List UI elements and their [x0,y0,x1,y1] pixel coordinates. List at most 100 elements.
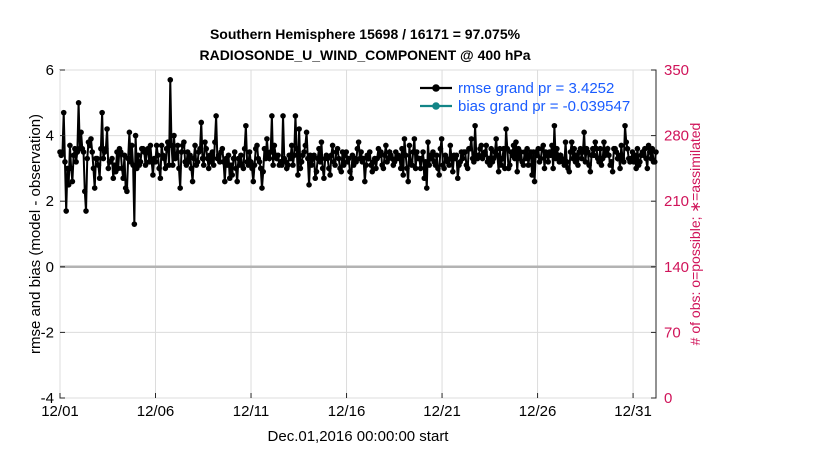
series-point-0-111 [194,159,201,165]
series-point-0-56 [126,129,133,136]
series-point-0-25 [88,136,94,142]
series-point-0-291 [417,165,424,172]
series-point-0-292 [419,155,425,162]
series-point-0-439 [601,139,607,145]
series-point-0-338 [476,152,482,159]
series-point-0-3 [60,109,67,116]
x-tick-label-4: 12/21 [423,403,461,420]
series-point-0-335 [472,122,478,129]
series-point-0-13 [73,159,79,165]
series-point-0-278 [401,136,408,142]
series-point-0-241 [355,139,362,145]
series-point-0-315 [447,142,454,149]
series-point-0-348 [488,145,495,152]
series-point-0-263 [383,142,389,149]
series-point-0-310 [441,165,447,172]
series-point-0-360 [503,126,509,132]
series-point-0-321 [454,175,461,182]
series-point-0-106 [188,165,195,172]
series-point-0-220 [329,142,336,149]
series-point-0-457 [623,139,630,145]
series-point-0-377 [524,145,530,152]
series-point-0-141 [231,149,238,155]
x-tick-label-0: 12/01 [41,403,79,420]
series-point-0-466 [634,145,641,152]
series-point-0-170 [267,149,274,155]
series-point-0-186 [287,155,294,162]
series-point-0-451 [616,152,622,159]
series-point-0-31 [95,162,102,168]
series-point-0-224 [334,145,341,152]
series-point-0-107 [189,178,196,185]
series-point-0-116 [200,162,207,168]
series-point-0-478 [649,145,656,152]
series-point-0-397 [549,142,555,149]
series-point-0-363 [506,162,513,168]
chart-title: Southern Hemisphere 15698 / 16171 = 97.0… [210,26,521,42]
series-point-0-376 [523,155,529,162]
series-point-0-97 [177,185,183,191]
series-point-0-390 [540,142,547,149]
series-point-0-357 [499,155,506,162]
series-point-0-163 [259,185,265,191]
series-point-0-142 [233,165,239,172]
series-point-0-9 [68,165,74,172]
legend-rmse-marker [432,84,440,92]
series-point-0-69 [142,162,149,168]
series-point-0-52 [121,152,128,159]
series-point-0-279 [402,152,409,159]
series-point-0-50 [119,165,125,172]
series-point-0-28 [91,185,98,191]
series-point-0-458 [624,145,631,152]
series-point-0-138 [228,162,234,168]
series-point-0-84 [161,155,167,162]
series-point-0-243 [358,149,364,155]
legend-rmse-label: rmse grand pr = 3.4252 [458,80,614,97]
series-point-0-369 [514,168,521,175]
series-point-0-396 [547,152,554,159]
series-point-0-150 [243,122,249,129]
series-point-0-394 [545,159,551,165]
series-point-0-421 [578,155,585,162]
series-point-0-173 [271,142,278,149]
series-point-0-213 [321,175,327,182]
series-point-0-179 [278,162,285,168]
series-point-0-136 [225,152,232,159]
series-point-0-188 [290,162,296,168]
series-point-0-354 [495,168,502,175]
series-point-0-125 [212,139,218,145]
series-point-0-159 [254,142,260,149]
series-point-0-98 [178,149,185,155]
series-point-0-247 [363,162,369,168]
x-tick-label-1: 12/06 [137,403,175,420]
series-point-0-118 [203,145,210,152]
series-point-0-39 [105,165,112,172]
series-point-0-455 [620,159,627,165]
series-point-0-442 [604,145,611,152]
series-point-0-229 [340,162,347,168]
series-point-0-105 [187,152,193,159]
series-point-0-361 [504,145,511,152]
series-point-0-58 [129,142,135,149]
series-point-0-281 [405,178,411,185]
series-point-0-418 [575,162,581,168]
series-point-0-422 [580,149,586,155]
series-point-0-180 [280,113,286,119]
series-point-0-383 [531,178,538,185]
series-point-0-308 [438,136,445,142]
series-point-0-332 [468,136,475,142]
series-point-0-153 [246,149,253,155]
series-point-0-252 [369,168,376,175]
series-point-0-453 [618,142,625,149]
legend: rmse grand pr = 3.4252 bias grand pr = -… [420,80,630,115]
series-point-0-320 [453,152,460,159]
series-point-0-22 [84,155,91,162]
series-point-0-209 [316,145,322,152]
y2-tick-label-5: 350 [664,62,689,79]
series-point-0-26 [89,149,96,155]
series-point-0-340 [478,142,485,149]
series-point-0-424 [582,159,589,165]
series-point-0-94 [173,152,180,159]
series-point-0-235 [348,175,354,182]
series-point-0-59 [130,162,136,168]
